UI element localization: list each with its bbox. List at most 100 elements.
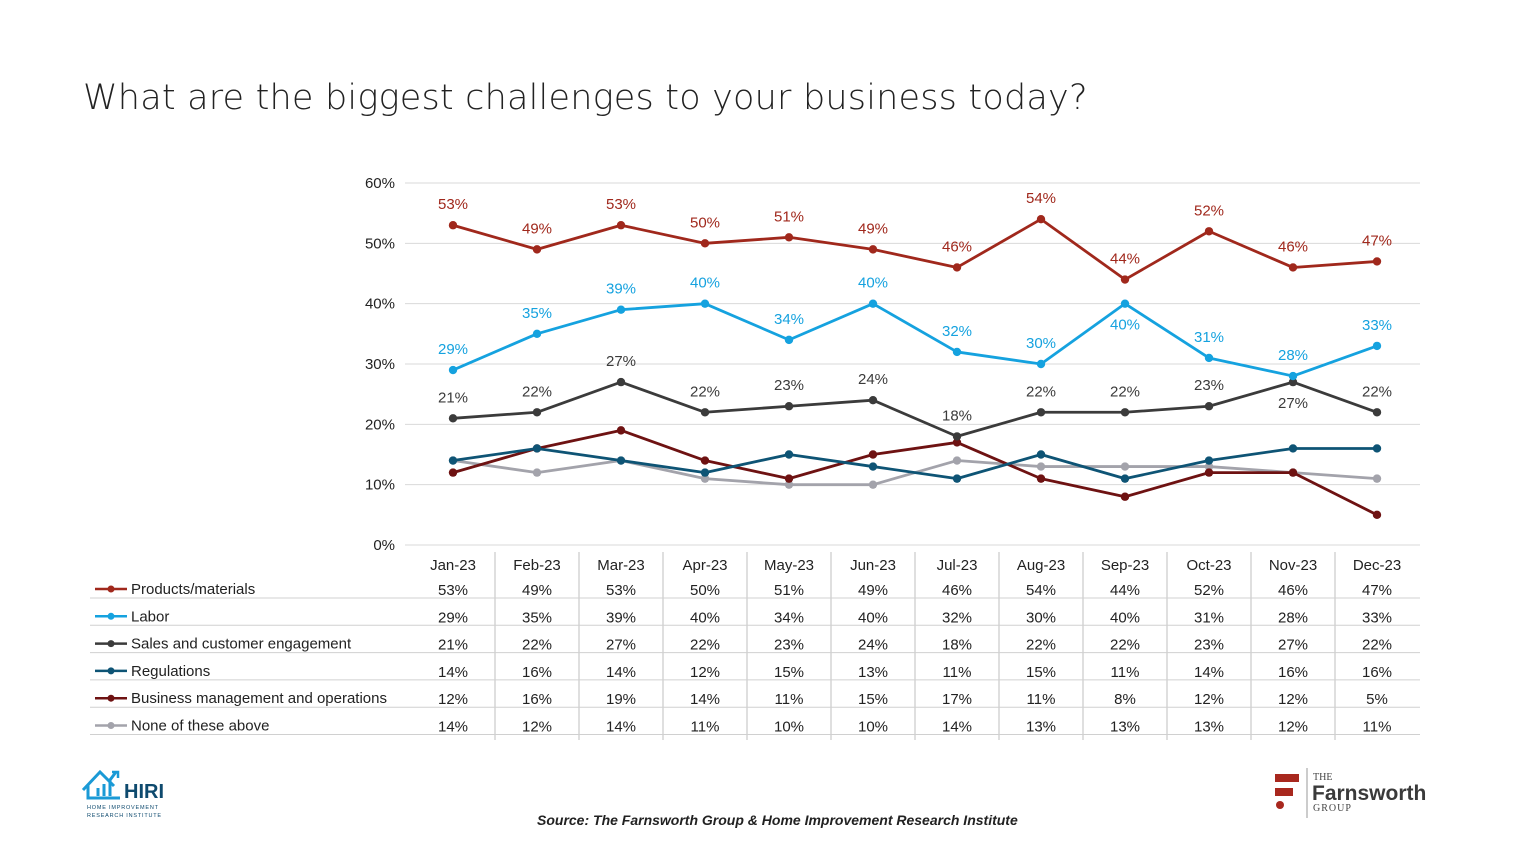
x-tick-label: Sep-23 (1101, 557, 1149, 574)
data-point (952, 438, 962, 447)
data-point (700, 468, 710, 477)
legend-label: Business management and operations (131, 690, 387, 707)
data-point (532, 444, 542, 453)
data-point (1120, 462, 1130, 471)
data-point (1036, 450, 1046, 459)
x-tick-label: Jan-23 (430, 557, 476, 574)
table-cell: 11% (1111, 664, 1140, 681)
table-cell: 12% (1278, 719, 1308, 736)
data-point (700, 474, 710, 483)
table-cell: 18% (942, 637, 972, 654)
data-label: 22% (690, 383, 720, 400)
data-label: 47% (1362, 232, 1392, 249)
table-cell: 22% (1026, 637, 1056, 654)
page-title: What are the biggest challenges to your … (83, 78, 1088, 118)
data-point (1120, 275, 1130, 284)
table-cell: 14% (438, 719, 468, 736)
table-cell: 19% (606, 691, 636, 708)
table-cell: 27% (606, 637, 636, 654)
table-cell: 24% (858, 637, 888, 654)
data-label: 30% (1026, 335, 1056, 352)
data-point (868, 462, 878, 471)
table-cell: 53% (438, 582, 468, 599)
table-cell: 44% (1110, 582, 1140, 599)
data-point (1204, 227, 1214, 236)
table-cell: 17% (942, 691, 972, 708)
table-cell: 49% (522, 582, 552, 599)
data-point (1288, 377, 1298, 387)
table-cell: 22% (522, 637, 552, 654)
table-cell: 51% (774, 582, 804, 599)
table-cell: 12% (1278, 691, 1308, 708)
hiri-logo: HIRI HOME IMPROVEMENT RESEARCH INSTITUTE (81, 769, 164, 819)
table-cell: 46% (942, 582, 972, 599)
data-label: 24% (858, 371, 888, 388)
data-point (1288, 444, 1298, 453)
table-cell: 34% (774, 609, 804, 626)
table-cell: 14% (690, 691, 720, 708)
data-label: 35% (522, 305, 552, 322)
data-point (868, 299, 878, 308)
y-tick-label: 60% (365, 175, 395, 192)
data-label: 22% (1362, 383, 1392, 400)
table-cell: 15% (774, 664, 804, 681)
x-tick-label: Nov-23 (1269, 557, 1317, 574)
table-cell: 14% (606, 664, 636, 681)
series-line (452, 302, 1378, 378)
table-cell: 12% (522, 719, 552, 736)
legend-marker (107, 722, 115, 729)
data-point (700, 239, 710, 248)
table-cell: 16% (522, 691, 552, 708)
data-label: 39% (606, 281, 636, 298)
data-point (952, 456, 962, 465)
table-cell: 14% (606, 719, 636, 736)
data-label: 40% (690, 275, 720, 292)
table-cell: 32% (942, 609, 972, 626)
data-point (448, 414, 458, 423)
table-cell: 40% (1110, 609, 1140, 626)
data-point (616, 377, 626, 387)
table-cell: 11% (691, 719, 720, 736)
legend-label: Labor (131, 608, 169, 625)
table-cell: 15% (858, 691, 888, 708)
data-label: 29% (438, 341, 468, 358)
data-label: 22% (1026, 383, 1056, 400)
data-point (700, 456, 710, 465)
table-cell: 31% (1194, 609, 1224, 626)
table-cell: 12% (1194, 691, 1224, 708)
data-label: 33% (1362, 317, 1392, 334)
legend-marker (107, 585, 115, 593)
data-point (1120, 474, 1130, 483)
data-point (784, 402, 794, 411)
data-label: 53% (606, 196, 636, 213)
table-cell: 47% (1362, 582, 1392, 599)
table-cell: 49% (858, 582, 888, 599)
data-point (1036, 408, 1046, 417)
data-point (532, 245, 542, 254)
source-note: Source: The Farnsworth Group & Home Impr… (537, 812, 1018, 828)
data-point (1372, 257, 1382, 266)
data-point (868, 396, 878, 405)
svg-text:THE: THE (1313, 772, 1332, 783)
table-cell: 16% (522, 664, 552, 681)
table-cell: 10% (774, 719, 804, 736)
data-point (1120, 408, 1130, 417)
x-tick-label: Oct-23 (1186, 557, 1231, 574)
legend-label: Products/materials (131, 581, 255, 598)
table-cell: 22% (1362, 637, 1392, 654)
table-cell: 27% (1278, 637, 1308, 654)
x-tick-label: Aug-23 (1017, 557, 1065, 574)
data-point (952, 347, 962, 357)
svg-text:Farnsworth: Farnsworth (1312, 782, 1426, 805)
table-cell: 40% (690, 609, 720, 626)
table-cell: 13% (858, 664, 888, 681)
data-point (868, 480, 878, 489)
data-label: 46% (942, 238, 972, 255)
data-point (616, 221, 626, 230)
data-point (1288, 468, 1298, 477)
table-cell: 11% (1027, 691, 1056, 708)
data-point (448, 456, 458, 465)
data-point (1288, 263, 1298, 272)
legend-marker (107, 694, 115, 702)
data-point (532, 329, 542, 339)
